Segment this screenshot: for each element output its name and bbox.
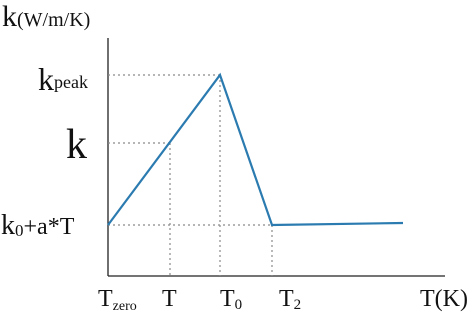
label-part: zero (113, 299, 137, 314)
x-label: T (162, 286, 177, 312)
y-label: k (66, 122, 87, 168)
label-part: T (220, 286, 235, 312)
label-part: (W/m/K) (17, 9, 90, 31)
label-part: T (98, 286, 113, 312)
label-part: 0 (15, 221, 24, 240)
label-part: T (279, 286, 294, 312)
label-part: k (2, 0, 17, 33)
label-part: k (1, 210, 15, 241)
label-part: k (38, 61, 54, 97)
label-part: T(K) (420, 286, 468, 312)
label-part: T (162, 286, 177, 312)
conductivity-curve (107, 72, 404, 227)
x-label: T2 (279, 286, 301, 313)
label-part: 2 (294, 297, 302, 313)
label-part: k (66, 122, 87, 168)
label-part: peak (54, 72, 88, 92)
y-label: k0+a*T (1, 210, 75, 241)
y-label: kpeak (38, 61, 88, 97)
label-part: +a*T (24, 214, 75, 240)
guide-lines (108, 74, 273, 276)
y-axis-title: k(W/m/K) (2, 0, 90, 33)
label-part: 0 (235, 297, 243, 313)
x-label: Tzero (98, 286, 137, 314)
x-label: T(K) (420, 286, 468, 312)
x-label: T0 (220, 286, 242, 313)
